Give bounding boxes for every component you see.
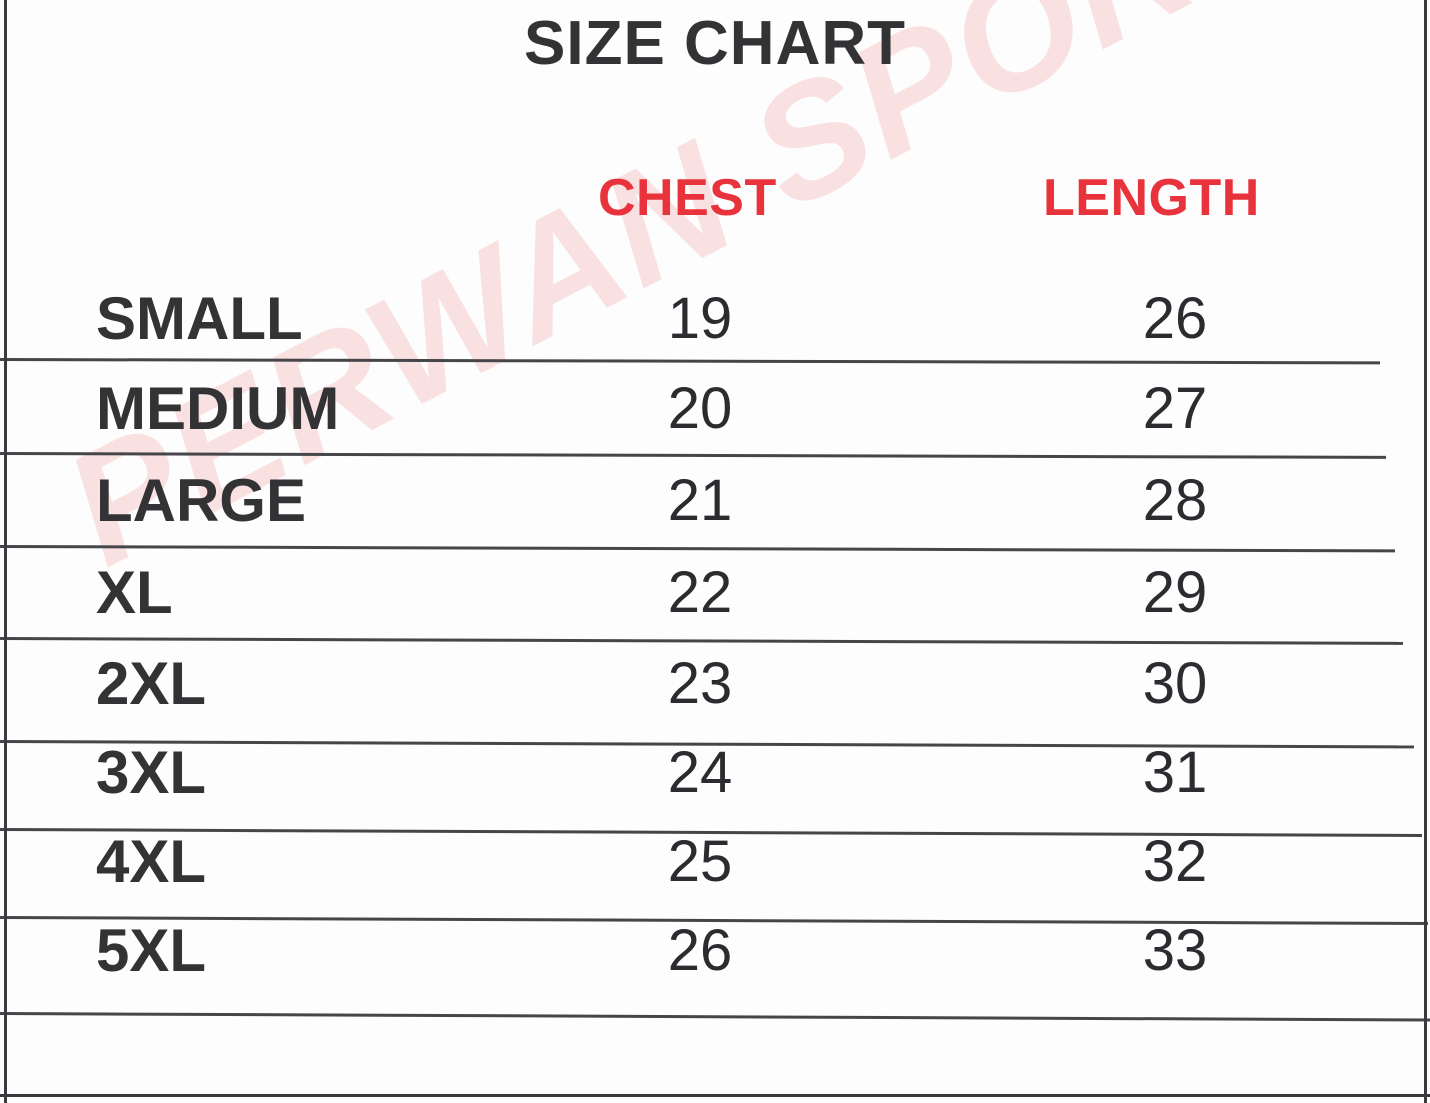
- cell-chest: 20: [667, 376, 733, 441]
- cell-chest: 25: [667, 829, 733, 894]
- cell-chest: 23: [667, 651, 733, 716]
- cell-size: MEDIUM: [96, 375, 340, 442]
- table-row: MEDIUM 20 27: [0, 366, 1430, 459]
- page-title: SIZE CHART: [524, 9, 906, 78]
- frame-border-right: [1424, 0, 1427, 1103]
- cell-length: 30: [1142, 651, 1208, 716]
- cell-length: 28: [1142, 468, 1208, 533]
- table-row: 4XL 25 32: [0, 819, 1430, 912]
- cell-chest: 19: [667, 286, 733, 351]
- cell-length: 32: [1142, 829, 1208, 894]
- cell-size: 2XL: [96, 650, 207, 717]
- column-header-chest: CHEST: [598, 169, 777, 227]
- cell-chest: 22: [667, 560, 733, 625]
- cell-chest: 21: [667, 468, 733, 533]
- table-row: 2XL 23 30: [0, 641, 1430, 734]
- cell-length: 27: [1142, 376, 1208, 441]
- cell-size: SMALL: [96, 285, 303, 352]
- column-header-length: LENGTH: [1043, 169, 1260, 227]
- cell-chest: 26: [667, 918, 733, 983]
- table-row: SMALL 19 26: [0, 276, 1430, 369]
- cell-length: 29: [1142, 560, 1208, 625]
- cell-size: 3XL: [96, 739, 207, 806]
- cell-size: LARGE: [96, 467, 306, 534]
- cell-chest: 24: [667, 740, 733, 805]
- cell-size: XL: [96, 559, 173, 626]
- cell-length: 31: [1142, 740, 1208, 805]
- frame-border-bottom: [0, 1094, 1430, 1097]
- table-row: LARGE 21 28: [0, 458, 1430, 551]
- cell-length: 33: [1142, 918, 1208, 983]
- table-row: 3XL 24 31: [0, 730, 1430, 823]
- frame-border-left: [4, 0, 7, 1103]
- cell-size: 4XL: [96, 828, 207, 895]
- cell-length: 26: [1142, 286, 1208, 351]
- table-row: 5XL 26 33: [0, 908, 1430, 1001]
- row-separator-8: [0, 1012, 1430, 1022]
- cell-size: 5XL: [96, 917, 207, 984]
- table-row: XL 22 29: [0, 550, 1430, 643]
